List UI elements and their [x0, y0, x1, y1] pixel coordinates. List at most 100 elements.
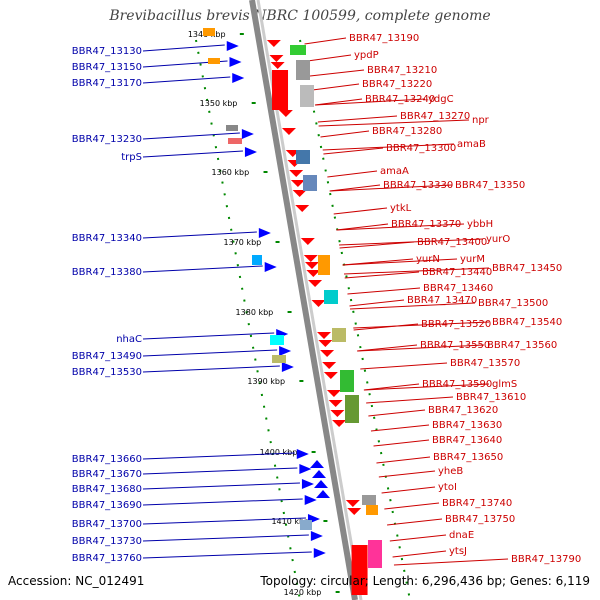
right-gene-label[interactable]: BBR47_13610 — [456, 392, 526, 403]
left-gene-label[interactable]: BBR47_13130 — [72, 46, 142, 57]
left-gene-label[interactable]: BBR47_13660 — [72, 454, 142, 465]
plus-strand-arrow — [269, 55, 284, 62]
right-leader-line — [349, 302, 476, 310]
left-gene-label[interactable]: BBR47_13150 — [72, 62, 142, 73]
right-gene-label[interactable]: BBR47_13650 — [433, 452, 503, 463]
right-gene-label[interactable]: BBR47_13470 — [407, 295, 477, 306]
right-gene-label[interactable]: yheB — [438, 466, 463, 477]
plus-strand-arrow — [345, 500, 360, 507]
left-gene-label[interactable]: BBR47_13530 — [72, 367, 142, 378]
right-gene-label[interactable]: yurO — [486, 234, 510, 245]
left-gene-label[interactable]: BBR47_13690 — [72, 500, 142, 511]
right-gene-label[interactable]: BBR47_13620 — [428, 405, 498, 416]
left-leader-line — [142, 44, 225, 52]
plus-strand-arrow — [320, 350, 335, 357]
right-gene-label[interactable]: BBR47_13330 — [383, 180, 453, 191]
right-leader-line — [314, 98, 426, 106]
right-gene-label[interactable]: BBR47_13550 — [420, 340, 490, 351]
right-leader-line — [393, 558, 509, 566]
left-gene-label[interactable]: BBR47_13340 — [72, 233, 142, 244]
right-gene-label[interactable]: ydgC — [428, 94, 454, 105]
right-gene-label[interactable]: BBR47_13630 — [432, 420, 502, 431]
kbp-label: 1400 kbp — [260, 448, 298, 457]
right-gene-label[interactable]: yurM — [460, 254, 485, 265]
right-leader-line — [322, 143, 455, 151]
right-gene-label[interactable]: BBR47_13350 — [455, 180, 525, 191]
left-gene-label[interactable]: BBR47_13490 — [72, 351, 142, 362]
right-gene-label[interactable]: BBR47_13740 — [442, 498, 512, 509]
minus-strand-arrow — [313, 548, 326, 558]
right-gene-label[interactable]: BBR47_13370 — [391, 219, 461, 230]
right-leader-line — [327, 170, 378, 178]
right-gene-label[interactable]: ytsJ — [449, 546, 467, 557]
right-leader-line — [376, 456, 431, 464]
right-gene-label[interactable]: amaA — [380, 166, 409, 177]
minus-strand-arrow — [301, 479, 314, 489]
right-gene-label[interactable]: BBR47_13540 — [492, 317, 562, 328]
right-gene-label[interactable]: BBR47_13560 — [487, 340, 557, 351]
right-gene-label[interactable]: ytoI — [438, 482, 457, 493]
right-gene-label[interactable]: ybbH — [467, 219, 493, 230]
gene-feature-box — [324, 290, 338, 304]
right-gene-label[interactable]: ypdP — [354, 50, 379, 61]
right-gene-label[interactable]: BBR47_13640 — [432, 435, 502, 446]
right-gene-label[interactable]: BBR47_13220 — [362, 79, 432, 90]
right-gene-label[interactable]: BBR47_13790 — [511, 554, 581, 565]
right-gene-label[interactable]: BBR47_13270 — [400, 111, 470, 122]
right-gene-label[interactable]: npr — [472, 115, 490, 126]
right-gene-label[interactable]: BBR47_13500 — [478, 298, 548, 309]
right-gene-label[interactable]: BBR47_13520 — [421, 319, 491, 330]
plus-strand-arrow — [278, 110, 293, 117]
minus-strand-arrow — [258, 228, 271, 238]
left-gene-label[interactable]: BBR47_13230 — [72, 134, 142, 145]
right-gene-label[interactable]: BBR47_13590 — [422, 379, 492, 390]
plus-strand-arrow — [292, 190, 307, 197]
right-gene-label[interactable]: BBR47_13240 — [365, 94, 435, 105]
left-gene-label[interactable]: BBR47_13670 — [72, 469, 142, 480]
left-leader-line — [142, 534, 309, 542]
gene-feature-box — [208, 58, 220, 64]
right-gene-label[interactable]: BBR47_13210 — [367, 65, 437, 76]
right-gene-label[interactable]: glmS — [492, 379, 517, 390]
right-leader-line — [363, 383, 420, 391]
left-leader-line — [142, 482, 300, 490]
right-gene-label[interactable]: BBR47_13190 — [349, 33, 419, 44]
left-gene-label[interactable]: trpS — [121, 152, 142, 163]
left-gene-label[interactable]: BBR47_13170 — [72, 78, 142, 89]
right-gene-label[interactable]: ytkL — [390, 203, 412, 214]
plus-strand-arrow — [347, 508, 362, 515]
right-gene-label[interactable]: amaB — [457, 139, 486, 150]
left-gene-label[interactable]: BBR47_13680 — [72, 484, 142, 495]
right-gene-label[interactable]: yurN — [416, 254, 440, 265]
right-gene-label[interactable]: BBR47_13750 — [445, 514, 515, 525]
right-gene-label[interactable]: BBR47_13300 — [386, 143, 456, 154]
left-gene-label[interactable]: BBR47_13380 — [72, 267, 142, 278]
minus-strand-arrow — [316, 490, 330, 498]
right-gene-label[interactable]: BBR47_13450 — [492, 263, 562, 274]
left-gene-label[interactable]: BBR47_13760 — [72, 553, 142, 564]
right-leader-line — [366, 396, 454, 404]
plus-strand-arrow — [281, 128, 296, 135]
right-leader-line — [360, 362, 448, 370]
right-gene-label[interactable]: BBR47_13440 — [422, 267, 492, 278]
left-leader-line — [142, 132, 240, 140]
left-gene-label[interactable]: BBR47_13700 — [72, 519, 142, 530]
right-gene-label[interactable]: BBR47_13280 — [372, 126, 442, 137]
minus-strand-arrow — [279, 346, 292, 356]
right-gene-label[interactable]: BBR47_13570 — [450, 358, 520, 369]
right-gene-label[interactable]: dnaE — [449, 530, 474, 541]
right-gene-label[interactable]: BBR47_13400 — [417, 237, 487, 248]
right-leader-line — [333, 207, 388, 215]
left-gene-label[interactable]: nhaC — [116, 334, 142, 345]
plus-strand-arrow — [289, 170, 304, 177]
gene-feature-box — [366, 505, 378, 515]
left-leader-line — [142, 452, 295, 460]
right-leader-line — [339, 238, 484, 246]
genome-title: Brevibacillus brevis NBRC 100599, comple… — [109, 8, 491, 24]
right-gene-label[interactable]: BBR47_13460 — [423, 283, 493, 294]
left-gene-label[interactable]: BBR47_13730 — [72, 536, 142, 547]
right-leader-line — [309, 69, 365, 77]
gene-feature-box — [368, 540, 382, 568]
right-leader-line — [392, 550, 447, 558]
